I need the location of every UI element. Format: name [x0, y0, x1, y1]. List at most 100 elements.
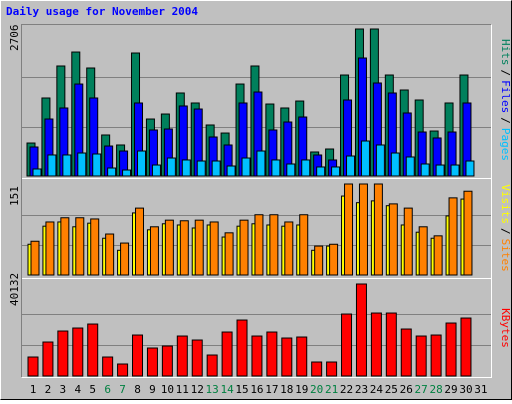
bar — [161, 345, 173, 377]
bar — [62, 154, 72, 177]
bar — [415, 335, 427, 377]
y-tick-label: 40132 — [8, 273, 21, 306]
bar — [107, 167, 117, 177]
x-tick-label: 2 — [45, 383, 52, 396]
bar — [450, 164, 460, 177]
bar — [181, 159, 191, 177]
bar — [179, 220, 189, 276]
bar — [164, 219, 174, 276]
bar — [117, 363, 129, 377]
bar — [42, 341, 54, 377]
y-tick-label: 151 — [8, 186, 21, 206]
bar — [102, 356, 114, 377]
x-tick-label: 17 — [265, 383, 278, 396]
x-tick-label: 11 — [176, 383, 189, 396]
bar — [433, 235, 443, 276]
legend-separator: / — [499, 117, 512, 124]
bar — [105, 233, 115, 276]
legend-entry: Files — [499, 80, 512, 113]
x-tick-label: 24 — [370, 383, 384, 396]
bar — [341, 313, 353, 377]
bar — [60, 217, 70, 276]
x-tick-label: 25 — [385, 383, 398, 396]
bar — [463, 190, 473, 276]
bar — [221, 331, 233, 377]
bar — [316, 166, 326, 177]
legend: KBytes — [499, 308, 512, 348]
x-tick-label: 26 — [400, 383, 413, 396]
bar — [301, 159, 311, 177]
legend-separator: / — [499, 228, 512, 235]
bar — [209, 221, 219, 276]
legend-entry: Pages — [499, 128, 512, 161]
x-tick-label: 22 — [340, 383, 353, 396]
x-tick-label: 15 — [235, 383, 248, 396]
bar — [314, 245, 324, 276]
bar — [403, 207, 413, 276]
bar — [448, 197, 458, 276]
bar — [122, 169, 132, 177]
bar — [166, 157, 176, 177]
legend: Hits / Files / Pages — [499, 39, 512, 161]
bar — [375, 144, 385, 177]
bar — [360, 140, 370, 177]
chart-title: Daily usage for November 2004 — [6, 5, 198, 18]
bar — [196, 160, 206, 177]
bar — [137, 150, 147, 177]
x-tick-label: 28 — [429, 383, 442, 396]
x-tick-label: 29 — [444, 383, 457, 396]
bar — [120, 242, 130, 276]
x-tick-label: 9 — [149, 383, 156, 396]
x-tick-label: 12 — [191, 383, 204, 396]
bar — [146, 347, 158, 377]
bar — [355, 283, 367, 377]
x-tick-label: 27 — [415, 383, 428, 396]
bar — [72, 327, 84, 377]
bar — [132, 334, 144, 377]
bar — [226, 165, 236, 177]
bar — [418, 226, 428, 276]
bar — [87, 323, 99, 377]
bar — [47, 154, 57, 177]
bar — [271, 159, 281, 177]
bar — [77, 152, 87, 177]
x-tick-label: 18 — [280, 383, 293, 396]
bar — [211, 160, 221, 177]
bar — [311, 361, 323, 377]
bar — [254, 214, 264, 276]
bar — [206, 354, 218, 377]
bar — [256, 150, 266, 177]
bar — [241, 157, 251, 177]
x-tick-label: 23 — [355, 383, 368, 396]
x-tick-label: 3 — [60, 383, 67, 396]
x-tick-label: 6 — [104, 383, 111, 396]
x-tick-label: 21 — [325, 383, 338, 396]
bar — [135, 207, 145, 276]
legend-entry: Hits — [499, 39, 512, 66]
bar — [331, 166, 341, 177]
bar — [435, 164, 445, 177]
bar — [329, 243, 339, 276]
bar — [390, 152, 400, 177]
bar — [358, 183, 368, 276]
bar — [176, 335, 188, 377]
bar — [251, 335, 263, 377]
x-tick-label: 5 — [89, 383, 96, 396]
x-tick-label: 8 — [134, 383, 141, 396]
bar — [266, 331, 278, 377]
bar — [45, 221, 55, 276]
panel-bevel — [21, 24, 492, 378]
x-tick-label: 14 — [220, 383, 234, 396]
bar — [430, 334, 442, 377]
legend-entry: KBytes — [499, 308, 512, 348]
x-tick-label: 7 — [119, 383, 126, 396]
bar — [191, 339, 203, 377]
bar — [405, 156, 415, 177]
y-tick-label: 2706 — [8, 25, 21, 52]
bar — [296, 336, 308, 377]
x-tick-label: 10 — [161, 383, 174, 396]
bar — [326, 361, 338, 377]
bar — [385, 312, 397, 377]
